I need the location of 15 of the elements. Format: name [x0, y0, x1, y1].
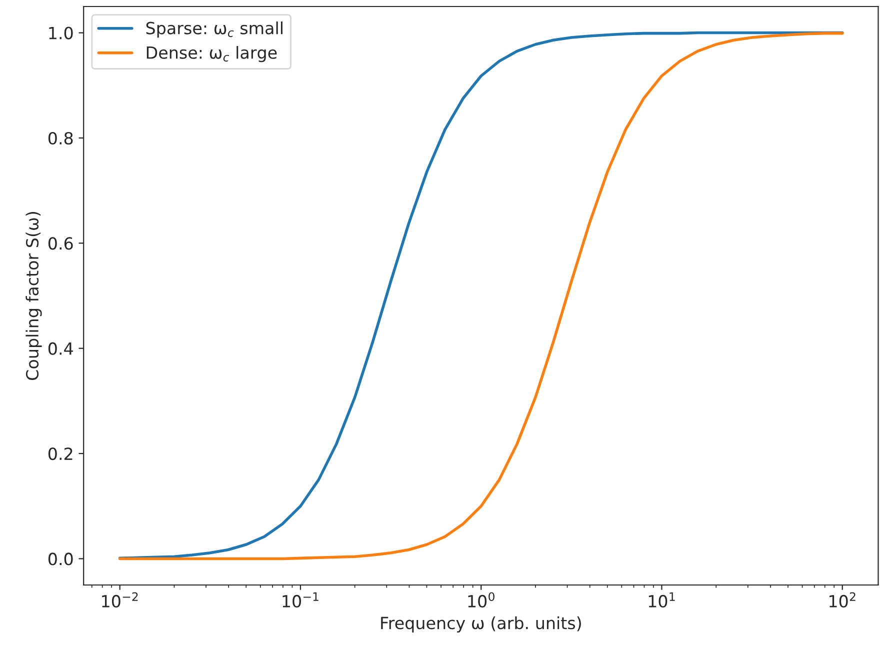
- x-tick-label: 10$^{0}$: [468, 592, 494, 608]
- y-axis-title: Coupling factor S(ω): [26, 212, 42, 380]
- y-tick-label: 0.0: [48, 552, 73, 566]
- y-tick-label: 0.2: [48, 447, 72, 460]
- y-tick-label: 0.4: [48, 342, 73, 355]
- x-axis-title: Frequency ω (arb. units): [381, 616, 581, 633]
- x-tick-label: 10$^{1}$: [648, 592, 675, 608]
- x-tick-label: 10$^{−2}$: [102, 592, 138, 608]
- x-tick-label: 10$^{2}$: [830, 592, 856, 608]
- y-tick-label: 1.0: [49, 26, 73, 40]
- y-tick-label: 0.8: [48, 132, 73, 145]
- legend-label: Sparse: ω$_{c}$ small: [146, 22, 282, 38]
- x-tick-label: 10$^{−1}$: [282, 592, 318, 608]
- y-tick-label: 0.6: [48, 237, 73, 250]
- legend-label: Dense: ω$_{c}$ large: [146, 46, 277, 62]
